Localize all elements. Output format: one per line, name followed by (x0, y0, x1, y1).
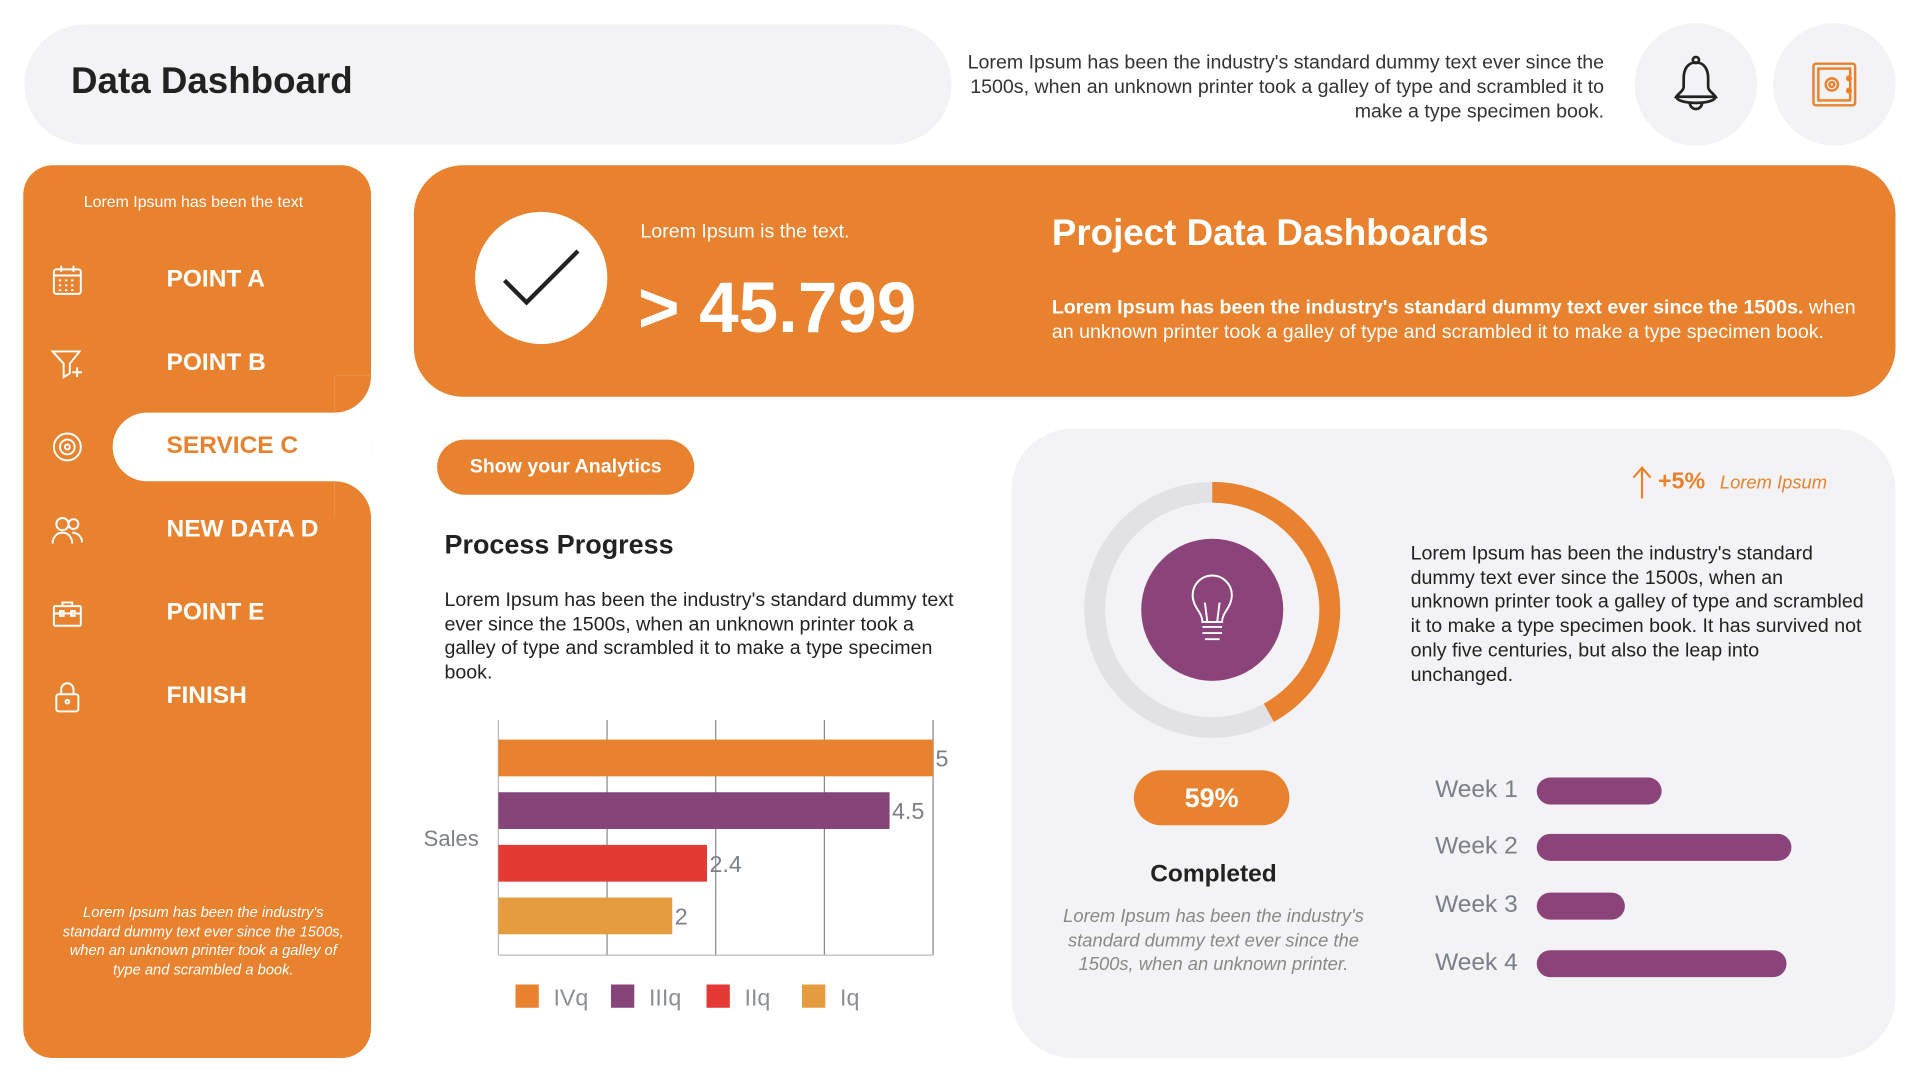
legend-swatch (802, 984, 826, 1008)
sidebar-item-finish[interactable]: FINISH (23, 662, 371, 731)
banner-text-rest: when an unknown printer took a galley of… (1051, 297, 1856, 343)
kpi-label: Lorem Ipsum is the text. (640, 221, 850, 243)
banner-text: Lorem Ipsum has been the industry's stan… (1052, 296, 1872, 345)
week-label: Week 1 (1435, 776, 1518, 804)
completion-donut (1084, 481, 1341, 738)
active-indicator (112, 412, 372, 482)
sales-bar-chart: 5 IVq 4.5 IIIq 2.4 IIq 2 Iq Sales (424, 720, 949, 1010)
legend-label: IIq (744, 984, 770, 1010)
banner-text-bold: Lorem Ipsum has been the industry's stan… (1051, 297, 1804, 319)
sidebar-item-label: NEW DATA D (166, 515, 319, 543)
sidebar-item-point-b[interactable]: POINT B (23, 329, 371, 398)
data-label: 2.4 (709, 851, 741, 877)
data-label: 2 (675, 903, 688, 929)
sidebar-item-label: POINT E (166, 598, 265, 626)
toolbox-icon (52, 601, 82, 627)
bar-Iq (498, 897, 673, 935)
summary-banner (413, 165, 1896, 397)
sidebar-top-text: Lorem Ipsum has been the text (83, 192, 304, 211)
sidebar-item-new-data-d[interactable]: NEW DATA D (23, 496, 371, 565)
legend-label: Iq (840, 984, 859, 1010)
page-title: Data Dashboard (71, 61, 353, 102)
arrow-up-icon (1632, 466, 1652, 499)
completed-label: Completed (1150, 860, 1277, 888)
trend-label: Lorem Ipsum (1719, 472, 1828, 493)
legend-label: IVq (553, 984, 588, 1010)
completed-text: Lorem Ipsum has been the industry's stan… (1063, 906, 1364, 975)
checkmark-icon (502, 249, 580, 306)
users-icon (51, 516, 84, 544)
bulb-badge (1141, 538, 1284, 681)
percent-badge: 59% (1133, 770, 1290, 826)
week-progress-bar (1536, 892, 1625, 920)
week-label: Week 2 (1435, 832, 1518, 860)
process-progress-title: Process Progress (444, 528, 674, 560)
bell-icon (1673, 55, 1719, 111)
ring-fill (1212, 481, 1341, 722)
sidebar-bottom-text: Lorem Ipsum has been the industry's stan… (62, 903, 344, 978)
legend-label: IIIq (649, 984, 681, 1010)
week-progress-bar (1536, 950, 1786, 978)
week-progress-bar (1536, 777, 1662, 805)
bar-IIIq (498, 792, 890, 829)
trend-indicator: +5% Lorem Ipsum (1631, 465, 1827, 499)
sidebar-item-point-a[interactable]: POINT A (23, 246, 371, 315)
notifications-button[interactable] (1634, 23, 1758, 146)
lock-icon (55, 682, 80, 713)
banner-title: Project Data Dashboards (1051, 213, 1489, 254)
gear-icon (52, 432, 82, 462)
week-label: Week 4 (1435, 948, 1518, 976)
legend-swatch (515, 984, 539, 1008)
week-progress-bar (1536, 833, 1792, 861)
y-axis-label: Sales (424, 826, 479, 851)
legend-swatch (611, 984, 635, 1008)
sidebar-item-label: POINT B (166, 348, 266, 376)
process-progress-text: Lorem Ipsum has been the industry's stan… (444, 590, 954, 684)
calendar-icon (52, 265, 82, 295)
data-label: 4.5 (892, 798, 924, 824)
data-label: 5 (936, 746, 949, 772)
header-description: Lorem Ipsum has been the industry's stan… (967, 52, 1605, 123)
sidebar-item-label: SERVICE C (166, 432, 299, 460)
safe-icon (1812, 62, 1857, 107)
bar-IVq (498, 739, 934, 777)
show-analytics-button[interactable]: Show your Analytics (437, 439, 695, 495)
check-badge (475, 211, 608, 345)
legend-swatch (706, 984, 730, 1008)
safe-button[interactable] (1773, 23, 1896, 146)
header-bar (24, 24, 952, 145)
week-label: Week 3 (1435, 891, 1518, 919)
lightbulb-icon (1191, 574, 1233, 641)
sidebar-item-label: POINT A (166, 265, 265, 293)
sidebar-item-label: FINISH (166, 682, 247, 709)
kpi-value: > 45.799 (637, 268, 917, 348)
sidebar-item-point-e[interactable]: POINT E (23, 579, 371, 648)
bar-IIq (498, 844, 708, 882)
trend-value: +5% (1657, 468, 1706, 495)
progress-text: Lorem Ipsum has been the industry's stan… (1410, 543, 1864, 686)
funnel-icon (50, 350, 83, 379)
sidebar-item-service-c[interactable]: SERVICE C (23, 412, 372, 482)
